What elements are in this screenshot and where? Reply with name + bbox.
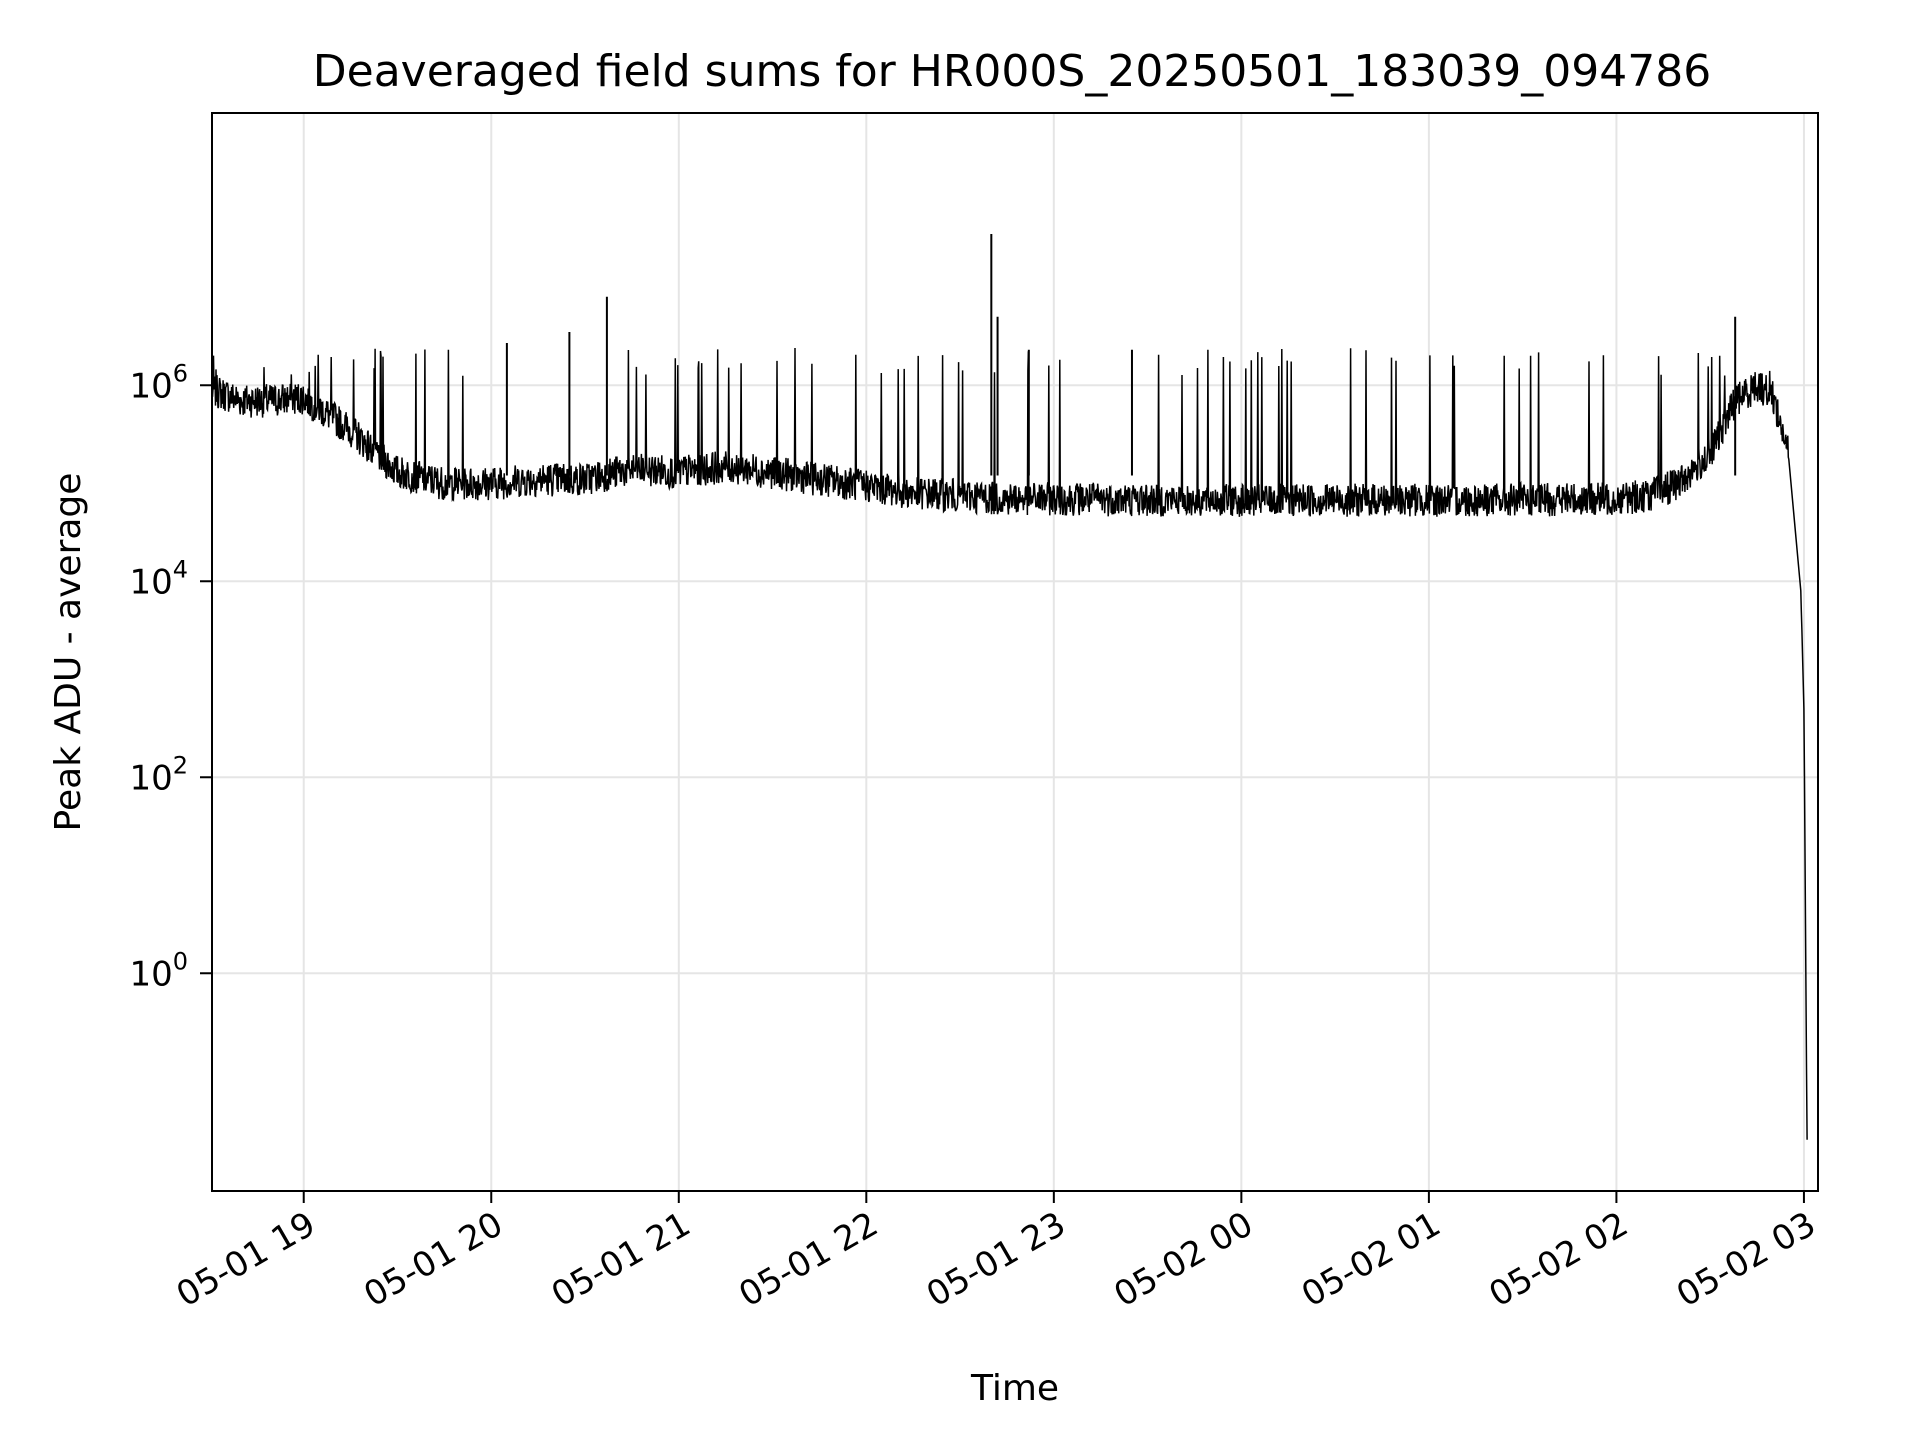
chart-title: Deaveraged field sums for HR000S_2025050… bbox=[313, 46, 1711, 97]
plot-frame bbox=[211, 112, 1819, 1192]
x-axis-title: Time bbox=[970, 1368, 1059, 1409]
y-axis-title: Peak ADU - average bbox=[48, 473, 89, 832]
y-tick-label: 100 bbox=[129, 947, 188, 994]
y-tick-label: 102 bbox=[129, 751, 188, 798]
grid-layer bbox=[212, 113, 1818, 1191]
series-line bbox=[212, 347, 1808, 1140]
y-tick-label: 104 bbox=[129, 555, 188, 602]
y-tick-label: 106 bbox=[129, 359, 188, 406]
plot-area bbox=[212, 233, 1808, 1140]
